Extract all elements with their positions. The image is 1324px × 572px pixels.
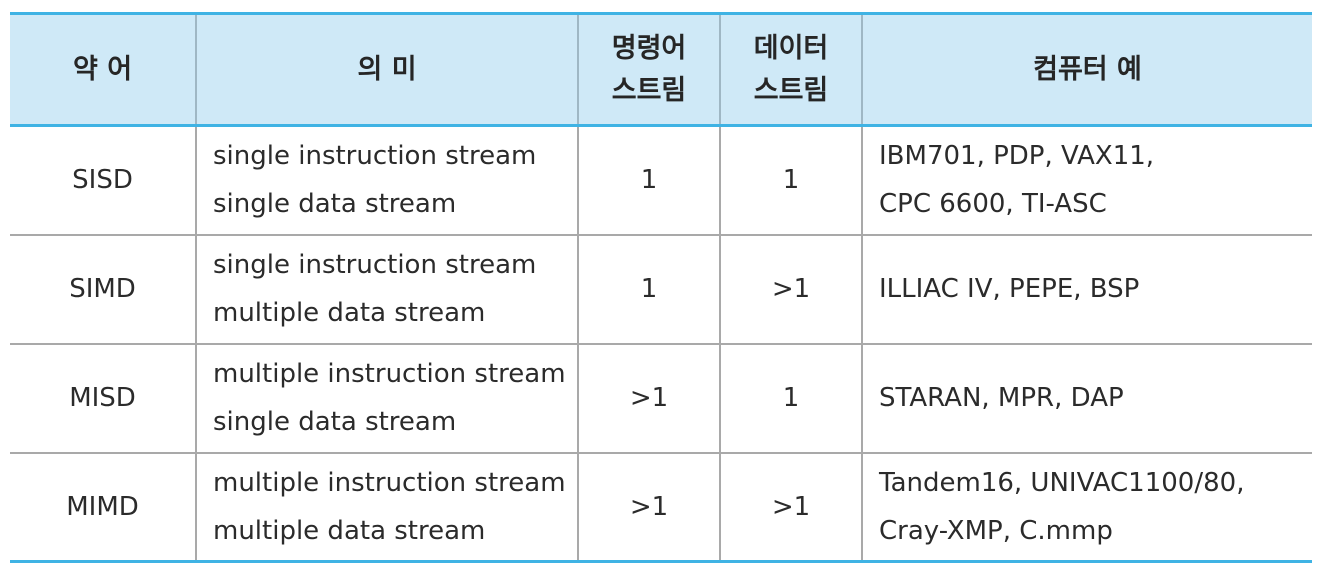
header-instruction-stream-line1: 명령어 — [611, 32, 687, 64]
meaning-cell: multiple instruction stream multiple dat… — [195, 452, 579, 563]
flynn-classification-table-wrapper: 약 어 의 미 명령어 스트림 데이터 스트림 컴퓨터 예 — [10, 12, 1312, 563]
examples-cell: IBM701, PDP, VAX11, CPC 6600, TI-ASC — [861, 125, 1312, 236]
instruction-stream-cell: 1 — [577, 234, 721, 345]
data-stream-cell: 1 — [719, 343, 863, 454]
flynn-classification-table: 약 어 의 미 명령어 스트림 데이터 스트림 컴퓨터 예 — [10, 12, 1312, 563]
header-row: 약 어 의 미 명령어 스트림 데이터 스트림 컴퓨터 예 — [10, 12, 1312, 127]
examples-cell: STARAN, MPR, DAP — [861, 343, 1312, 454]
examples-cell: ILLIAC IV, PEPE, BSP — [861, 234, 1312, 345]
header-data-stream: 데이터 스트림 — [719, 12, 863, 127]
abbreviation-cell: MISD — [10, 343, 197, 454]
instruction-stream-cell: >1 — [577, 452, 721, 563]
examples-line-2: CPC 6600, TI-ASC — [879, 189, 1107, 220]
meaning-line-1: multiple instruction stream — [213, 359, 566, 389]
header-meaning-label: 의 미 — [357, 53, 417, 85]
header-abbreviation-label: 약 어 — [72, 53, 133, 85]
instruction-stream-cell: 1 — [577, 125, 721, 236]
table-row: MISD multiple instruction stream single … — [10, 343, 1312, 454]
meaning-cell: multiple instruction stream single data … — [195, 343, 579, 454]
table-row: MIMD multiple instruction stream multipl… — [10, 452, 1312, 563]
table-row: SISD single instruction stream single da… — [10, 125, 1312, 236]
header-computer-examples: 컴퓨터 예 — [861, 12, 1312, 127]
table-body: SISD single instruction stream single da… — [10, 125, 1312, 563]
meaning-line-1: multiple instruction stream — [213, 467, 566, 498]
data-stream-cell: >1 — [719, 452, 863, 563]
examples-line-1: STARAN, MPR, DAP — [879, 383, 1124, 413]
data-stream-cell: 1 — [719, 125, 863, 236]
abbreviation-cell: SIMD — [10, 234, 197, 345]
meaning-line-2: multiple data stream — [213, 298, 486, 328]
header-instruction-stream: 명령어 스트림 — [577, 12, 721, 127]
examples-line-1: Tandem16, UNIVAC1100/80, — [879, 467, 1245, 498]
examples-line-1: IBM701, PDP, VAX11, — [879, 141, 1155, 172]
meaning-line-1: single instruction stream — [213, 250, 537, 280]
abbreviation-cell: MIMD — [10, 452, 197, 563]
meaning-cell: single instruction stream single data st… — [195, 125, 579, 236]
data-stream-cell: >1 — [719, 234, 863, 345]
examples-cell: Tandem16, UNIVAC1100/80, Cray-XMP, C.mmp — [861, 452, 1312, 563]
header-data-stream-line1: 데이터 — [753, 32, 829, 64]
instruction-stream-cell: >1 — [577, 343, 721, 454]
table-header: 약 어 의 미 명령어 스트림 데이터 스트림 컴퓨터 예 — [10, 12, 1312, 127]
header-abbreviation: 약 어 — [10, 12, 197, 127]
examples-line-2: Cray-XMP, C.mmp — [879, 515, 1113, 546]
meaning-line-1: single instruction stream — [213, 141, 537, 172]
meaning-line-2: multiple data stream — [213, 515, 486, 546]
header-computer-examples-label: 컴퓨터 예 — [1033, 53, 1142, 85]
examples-line-1: ILLIAC IV, PEPE, BSP — [879, 274, 1140, 304]
meaning-cell: single instruction stream multiple data … — [195, 234, 579, 345]
header-meaning: 의 미 — [195, 12, 579, 127]
meaning-line-2: single data stream — [213, 189, 457, 220]
table-row: SIMD single instruction stream multiple … — [10, 234, 1312, 345]
abbreviation-cell: SISD — [10, 125, 197, 236]
header-instruction-stream-line2: 스트림 — [611, 74, 687, 106]
meaning-line-2: single data stream — [213, 407, 457, 437]
header-data-stream-line2: 스트림 — [753, 74, 829, 106]
